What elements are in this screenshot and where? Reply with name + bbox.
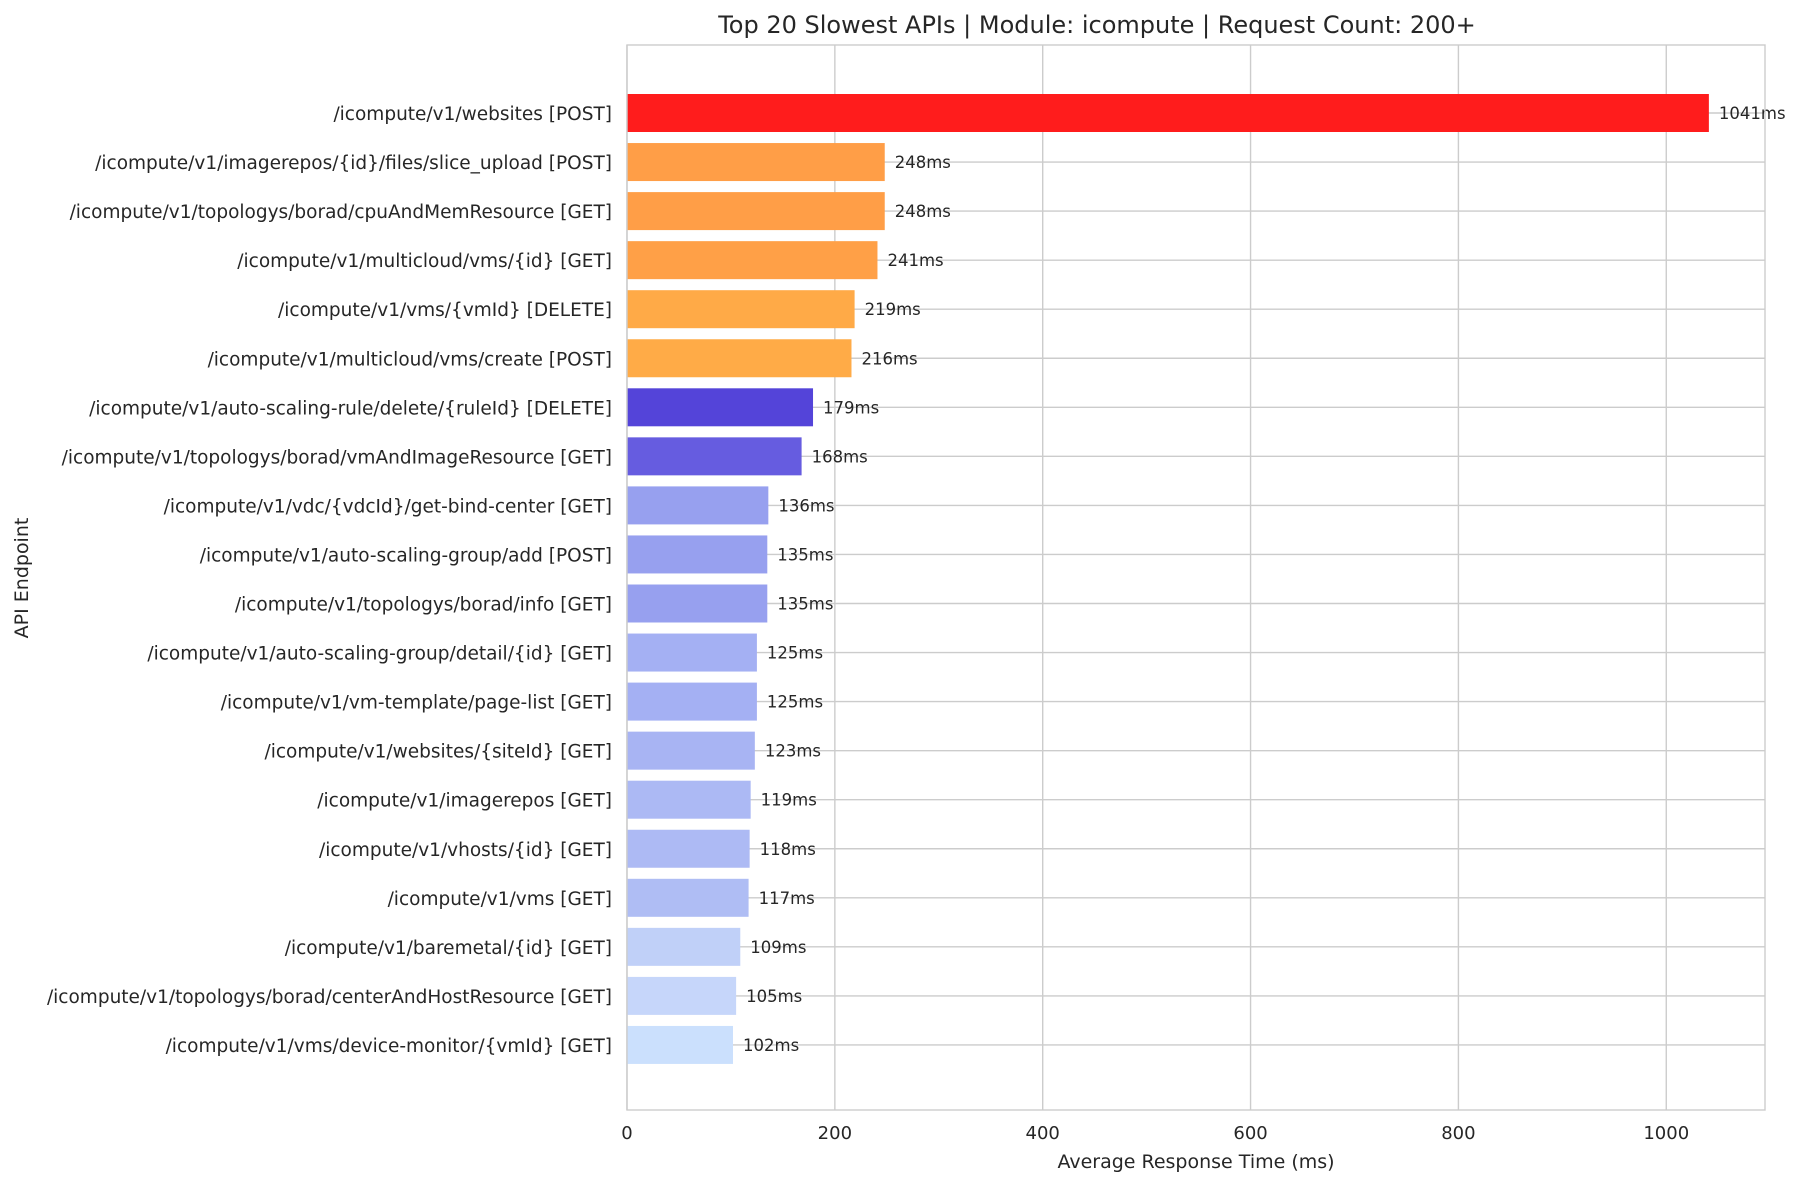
bar <box>627 339 852 378</box>
bar <box>627 290 855 329</box>
bar <box>627 682 757 721</box>
category-label: /icompute/v1/imagerepos/{id}/files/slice… <box>95 153 612 174</box>
data-label: 1041ms <box>1719 104 1786 123</box>
data-label: 119ms <box>761 791 817 810</box>
x-tick-label: 800 <box>1441 1123 1475 1144</box>
data-label: 118ms <box>760 840 816 859</box>
x-tick-label: 400 <box>1026 1123 1060 1144</box>
category-label: /icompute/v1/vhosts/{id} [GET] <box>319 840 612 861</box>
category-label: /icompute/v1/topologys/borad/vmAndImageR… <box>62 447 612 468</box>
bar <box>627 437 802 476</box>
category-label: /icompute/v1/topologys/borad/centerAndHo… <box>47 987 612 1008</box>
data-label: 135ms <box>777 545 833 564</box>
category-label: /icompute/v1/auto-scaling-rule/delete/{r… <box>89 398 612 419</box>
bar <box>627 1025 734 1064</box>
category-label: /icompute/v1/multicloud/vms/create [POST… <box>208 349 612 370</box>
bar <box>627 192 885 231</box>
data-label: 109ms <box>750 938 806 957</box>
data-label: 125ms <box>767 644 823 663</box>
data-label: 117ms <box>759 889 815 908</box>
chart-title: Top 20 Slowest APIs | Module: icompute |… <box>717 11 1476 39</box>
data-label: 168ms <box>812 447 868 466</box>
category-label: /icompute/v1/topologys/borad/cpuAndMemRe… <box>70 202 612 223</box>
data-label: 105ms <box>746 987 802 1006</box>
category-label: /icompute/v1/multicloud/vms/{id} [GET] <box>237 251 612 272</box>
category-label: /icompute/v1/auto-scaling-group/detail/{… <box>147 644 612 665</box>
data-label: 179ms <box>823 398 879 417</box>
data-label: 102ms <box>743 1036 799 1055</box>
data-label: 241ms <box>887 251 943 270</box>
category-label: /icompute/v1/topologys/borad/info [GET] <box>235 595 612 616</box>
data-label: 136ms <box>778 496 834 515</box>
bar <box>627 241 878 280</box>
bar <box>627 486 769 525</box>
category-label: /icompute/v1/vdc/{vdcId}/get-bind-center… <box>164 496 612 517</box>
data-label: 248ms <box>895 202 951 221</box>
bar <box>627 143 885 182</box>
x-axis-label: Average Response Time (ms) <box>1057 1151 1334 1173</box>
bar <box>627 829 750 868</box>
bar <box>627 731 755 770</box>
plot-frame <box>626 44 1766 1111</box>
category-label: /icompute/v1/vms/device-monitor/{vmId} [… <box>166 1036 612 1057</box>
labels-layer: 0 200 400 600 800 1000/icompute/v1/websites [… <box>47 104 1786 1144</box>
bars-layer <box>627 94 1709 1064</box>
bar <box>627 633 757 672</box>
bar <box>627 94 1709 132</box>
x-tick-label: 200 <box>818 1123 852 1144</box>
category-label: /icompute/v1/vms [GET] <box>388 889 612 910</box>
bar <box>627 584 768 623</box>
category-label: /icompute/v1/vm-template/page-list [GET] <box>221 693 612 714</box>
category-label: /icompute/v1/websites/{siteId} [GET] <box>264 742 612 763</box>
x-tick-label: 600 <box>1233 1123 1267 1144</box>
bar <box>627 878 749 917</box>
data-label: 125ms <box>767 693 823 712</box>
category-label: /icompute/v1/auto-scaling-group/add [POS… <box>200 545 612 566</box>
bar <box>627 388 814 427</box>
category-label: /icompute/v1/websites [POST] <box>333 104 612 125</box>
x-tick-label: 1000 <box>1643 1123 1689 1144</box>
bar <box>627 927 741 966</box>
x-tick-label: 0 <box>621 1123 632 1144</box>
category-label: /icompute/v1/baremetal/{id} [GET] <box>285 938 612 959</box>
category-label: /icompute/v1/imagerepos [GET] <box>317 791 612 812</box>
data-label: 219ms <box>865 300 921 319</box>
bar <box>627 535 768 574</box>
data-label: 216ms <box>861 349 917 368</box>
bar <box>627 976 737 1015</box>
data-label: 123ms <box>765 742 821 761</box>
y-axis-label: API Endpoint <box>11 518 33 639</box>
data-label: 248ms <box>895 153 951 172</box>
bar <box>627 780 751 819</box>
category-label: /icompute/v1/vms/{vmId} [DELETE] <box>278 300 612 321</box>
data-label: 135ms <box>777 595 833 614</box>
